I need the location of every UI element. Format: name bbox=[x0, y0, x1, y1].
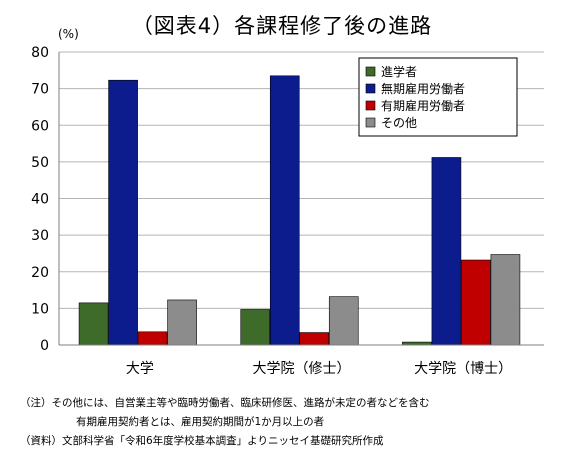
bar-chart: 0 10 20 30 40 50 60 70 80 大学 大学院（修士） 大学院（博士） (%) 進… bbox=[31, 27, 544, 377]
bar bbox=[78, 302, 109, 346]
note-line-2: 有期雇用契約者とは、雇用契約期間が1か月以上の者 bbox=[76, 416, 325, 428]
bar bbox=[108, 79, 138, 346]
axes bbox=[58, 52, 544, 346]
y-tick-label: 80 bbox=[31, 45, 49, 61]
bar bbox=[490, 254, 521, 346]
bar bbox=[328, 296, 359, 346]
bar bbox=[299, 332, 330, 346]
x-tick-labels: 大学 大学院（修士） 大学院（博士） bbox=[126, 360, 512, 377]
legend-label: 無期雇用労働者 bbox=[381, 81, 465, 96]
y-tick-label: 60 bbox=[31, 118, 49, 134]
legend-label: 有期雇用労働者 bbox=[381, 98, 465, 113]
note-line-1: （注）その他には、自営業主等や臨時労働者、臨床研修医、進路が未定の者などを含む bbox=[20, 397, 430, 409]
x-tick-label: 大学院（修士） bbox=[253, 361, 351, 377]
legend-box bbox=[358, 57, 518, 137]
legend-swatch bbox=[365, 83, 376, 94]
x-tick-label: 大学院（博士） bbox=[414, 360, 512, 377]
y-tick-labels: 0 10 20 30 40 50 60 70 80 bbox=[31, 45, 49, 354]
bar bbox=[137, 331, 168, 346]
x-tick-label: 大学 bbox=[126, 361, 154, 377]
legend-swatch bbox=[365, 117, 376, 128]
bar bbox=[269, 75, 300, 346]
legend-swatch bbox=[365, 66, 376, 77]
bar bbox=[431, 157, 462, 346]
bars bbox=[78, 75, 521, 346]
y-axis-label: (%) bbox=[58, 27, 79, 41]
y-tick-label: 70 bbox=[31, 82, 49, 98]
source-note: （資料）文部科学省「令和6年度学校基本調査」よりニッセイ基礎研究所作成 bbox=[20, 435, 384, 447]
y-tick-label: 20 bbox=[31, 265, 49, 281]
legend-swatch bbox=[365, 100, 376, 111]
legend-label: 進学者 bbox=[381, 64, 417, 79]
chart-title: （図表4）各課程修了後の進路 bbox=[131, 14, 433, 38]
legend-label: その他 bbox=[381, 116, 417, 130]
y-tick-label: 10 bbox=[31, 301, 49, 317]
bar bbox=[167, 299, 197, 346]
y-tick-label: 50 bbox=[31, 155, 49, 171]
bar bbox=[461, 259, 491, 346]
y-tick-label: 0 bbox=[40, 338, 49, 354]
y-tick-label: 40 bbox=[31, 192, 49, 208]
y-tick-label: 30 bbox=[31, 228, 49, 244]
bar bbox=[240, 309, 271, 346]
